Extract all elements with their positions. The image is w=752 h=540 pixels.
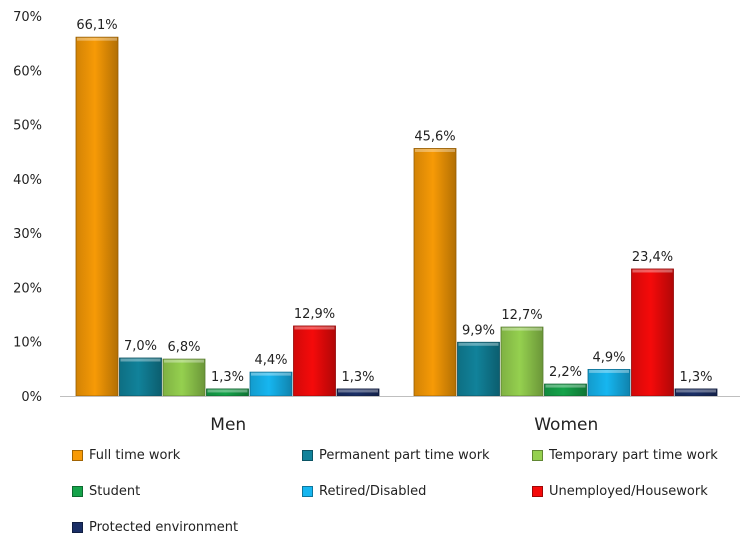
category-label-men: Men: [210, 415, 246, 435]
data-label: 66,1%: [76, 18, 117, 33]
y-tick-label: 0%: [21, 390, 42, 405]
data-label: 4,4%: [254, 353, 287, 368]
data-label: 23,4%: [632, 250, 673, 265]
legend-swatch: [302, 486, 313, 497]
bar-highlight: [676, 389, 716, 393]
bar-highlight: [77, 37, 117, 41]
legend-item-retired-disabled: Retired/Disabled: [302, 484, 426, 499]
legend-swatch: [532, 450, 543, 461]
legend-item-unemployed-housework: Unemployed/Housework: [532, 484, 708, 499]
bar-highlight: [338, 389, 378, 393]
bar-unemployed-housework-men: [293, 325, 336, 397]
data-label: 45,6%: [414, 129, 455, 144]
y-tick-label: 40%: [13, 173, 42, 188]
bar-temporary-part-time-work-women: [500, 326, 544, 397]
legend-label: Student: [89, 484, 141, 499]
category-label-women: Women: [534, 415, 598, 435]
bar-highlight: [294, 326, 335, 330]
legend-label: Retired/Disabled: [319, 484, 427, 499]
y-tick-label: 10%: [13, 336, 42, 351]
bar-highlight: [415, 148, 455, 152]
data-label: 12,9%: [294, 307, 335, 322]
legend-swatch: [72, 486, 83, 497]
y-tick-label: 50%: [13, 119, 42, 134]
bar-highlight: [207, 389, 248, 393]
legend-item-student: Student: [72, 484, 140, 499]
bar-chart: 0% 10% 20% 30% 40% 50% 60% 70% 66,1% 7,0% 6,8% 1,3…: [13, 10, 740, 435]
y-tick-label: 20%: [13, 281, 42, 296]
data-label: 1,3%: [341, 370, 374, 385]
legend-item-permanent-part-time-work: Permanent part time work: [302, 448, 490, 463]
data-label: 7,0%: [124, 339, 157, 354]
bar-highlight: [545, 384, 586, 388]
bar-highlight: [502, 327, 542, 331]
bar-unemployed-housework-women: [631, 268, 674, 397]
data-label: 6,8%: [167, 340, 200, 355]
legend-swatch: [72, 522, 83, 533]
legend-item-full-time-work: Full time work: [72, 448, 180, 463]
y-tick-label: 60%: [13, 64, 42, 79]
data-label: 1,3%: [211, 370, 244, 385]
bars: [75, 36, 718, 397]
bar-highlight: [120, 358, 161, 362]
bar-retired-disabled-men: [249, 371, 293, 397]
bar-permanent-part-time-work-women: [457, 341, 500, 397]
legend-swatch: [72, 450, 83, 461]
bar-highlight: [164, 359, 204, 363]
bar-highlight: [632, 269, 673, 273]
legend-label: Permanent part time work: [319, 448, 490, 463]
y-tick-label: 70%: [13, 10, 42, 25]
bar-temporary-part-time-work-men: [162, 358, 206, 397]
legend-label: Full time work: [89, 448, 181, 463]
legend-item-protected-environment: Protected environment: [72, 520, 238, 535]
bar-retired-disabled-women: [587, 368, 631, 397]
legend-item-temporary-part-time-work: Temporary part time work: [532, 448, 718, 463]
data-label: 12,7%: [501, 308, 542, 323]
bar-permanent-part-time-work-men: [119, 357, 162, 397]
legend-swatch: [302, 450, 313, 461]
x-axis: Men Women: [210, 415, 598, 435]
data-label: 2,2%: [549, 365, 582, 380]
y-axis: 0% 10% 20% 30% 40% 50% 60% 70%: [13, 10, 42, 405]
bar-highlight: [589, 369, 629, 373]
bar-highlight: [251, 372, 291, 376]
legend-label: Protected environment: [89, 520, 239, 535]
data-label: 1,3%: [679, 370, 712, 385]
data-label: 9,9%: [462, 323, 495, 338]
bar-full-time-work-men: [75, 36, 119, 397]
data-label: 4,9%: [592, 350, 625, 365]
legend-label: Unemployed/Housework: [549, 484, 708, 499]
legend-swatch: [532, 486, 543, 497]
bar-highlight: [458, 342, 499, 346]
legend-label: Temporary part time work: [549, 448, 718, 463]
bar-full-time-work-women: [413, 148, 457, 397]
data-labels: 66,1% 7,0% 6,8% 1,3% 4,4% 12,9% 1,3% 45,6% 9,9% 1…: [76, 18, 712, 385]
y-tick-label: 30%: [13, 227, 42, 242]
